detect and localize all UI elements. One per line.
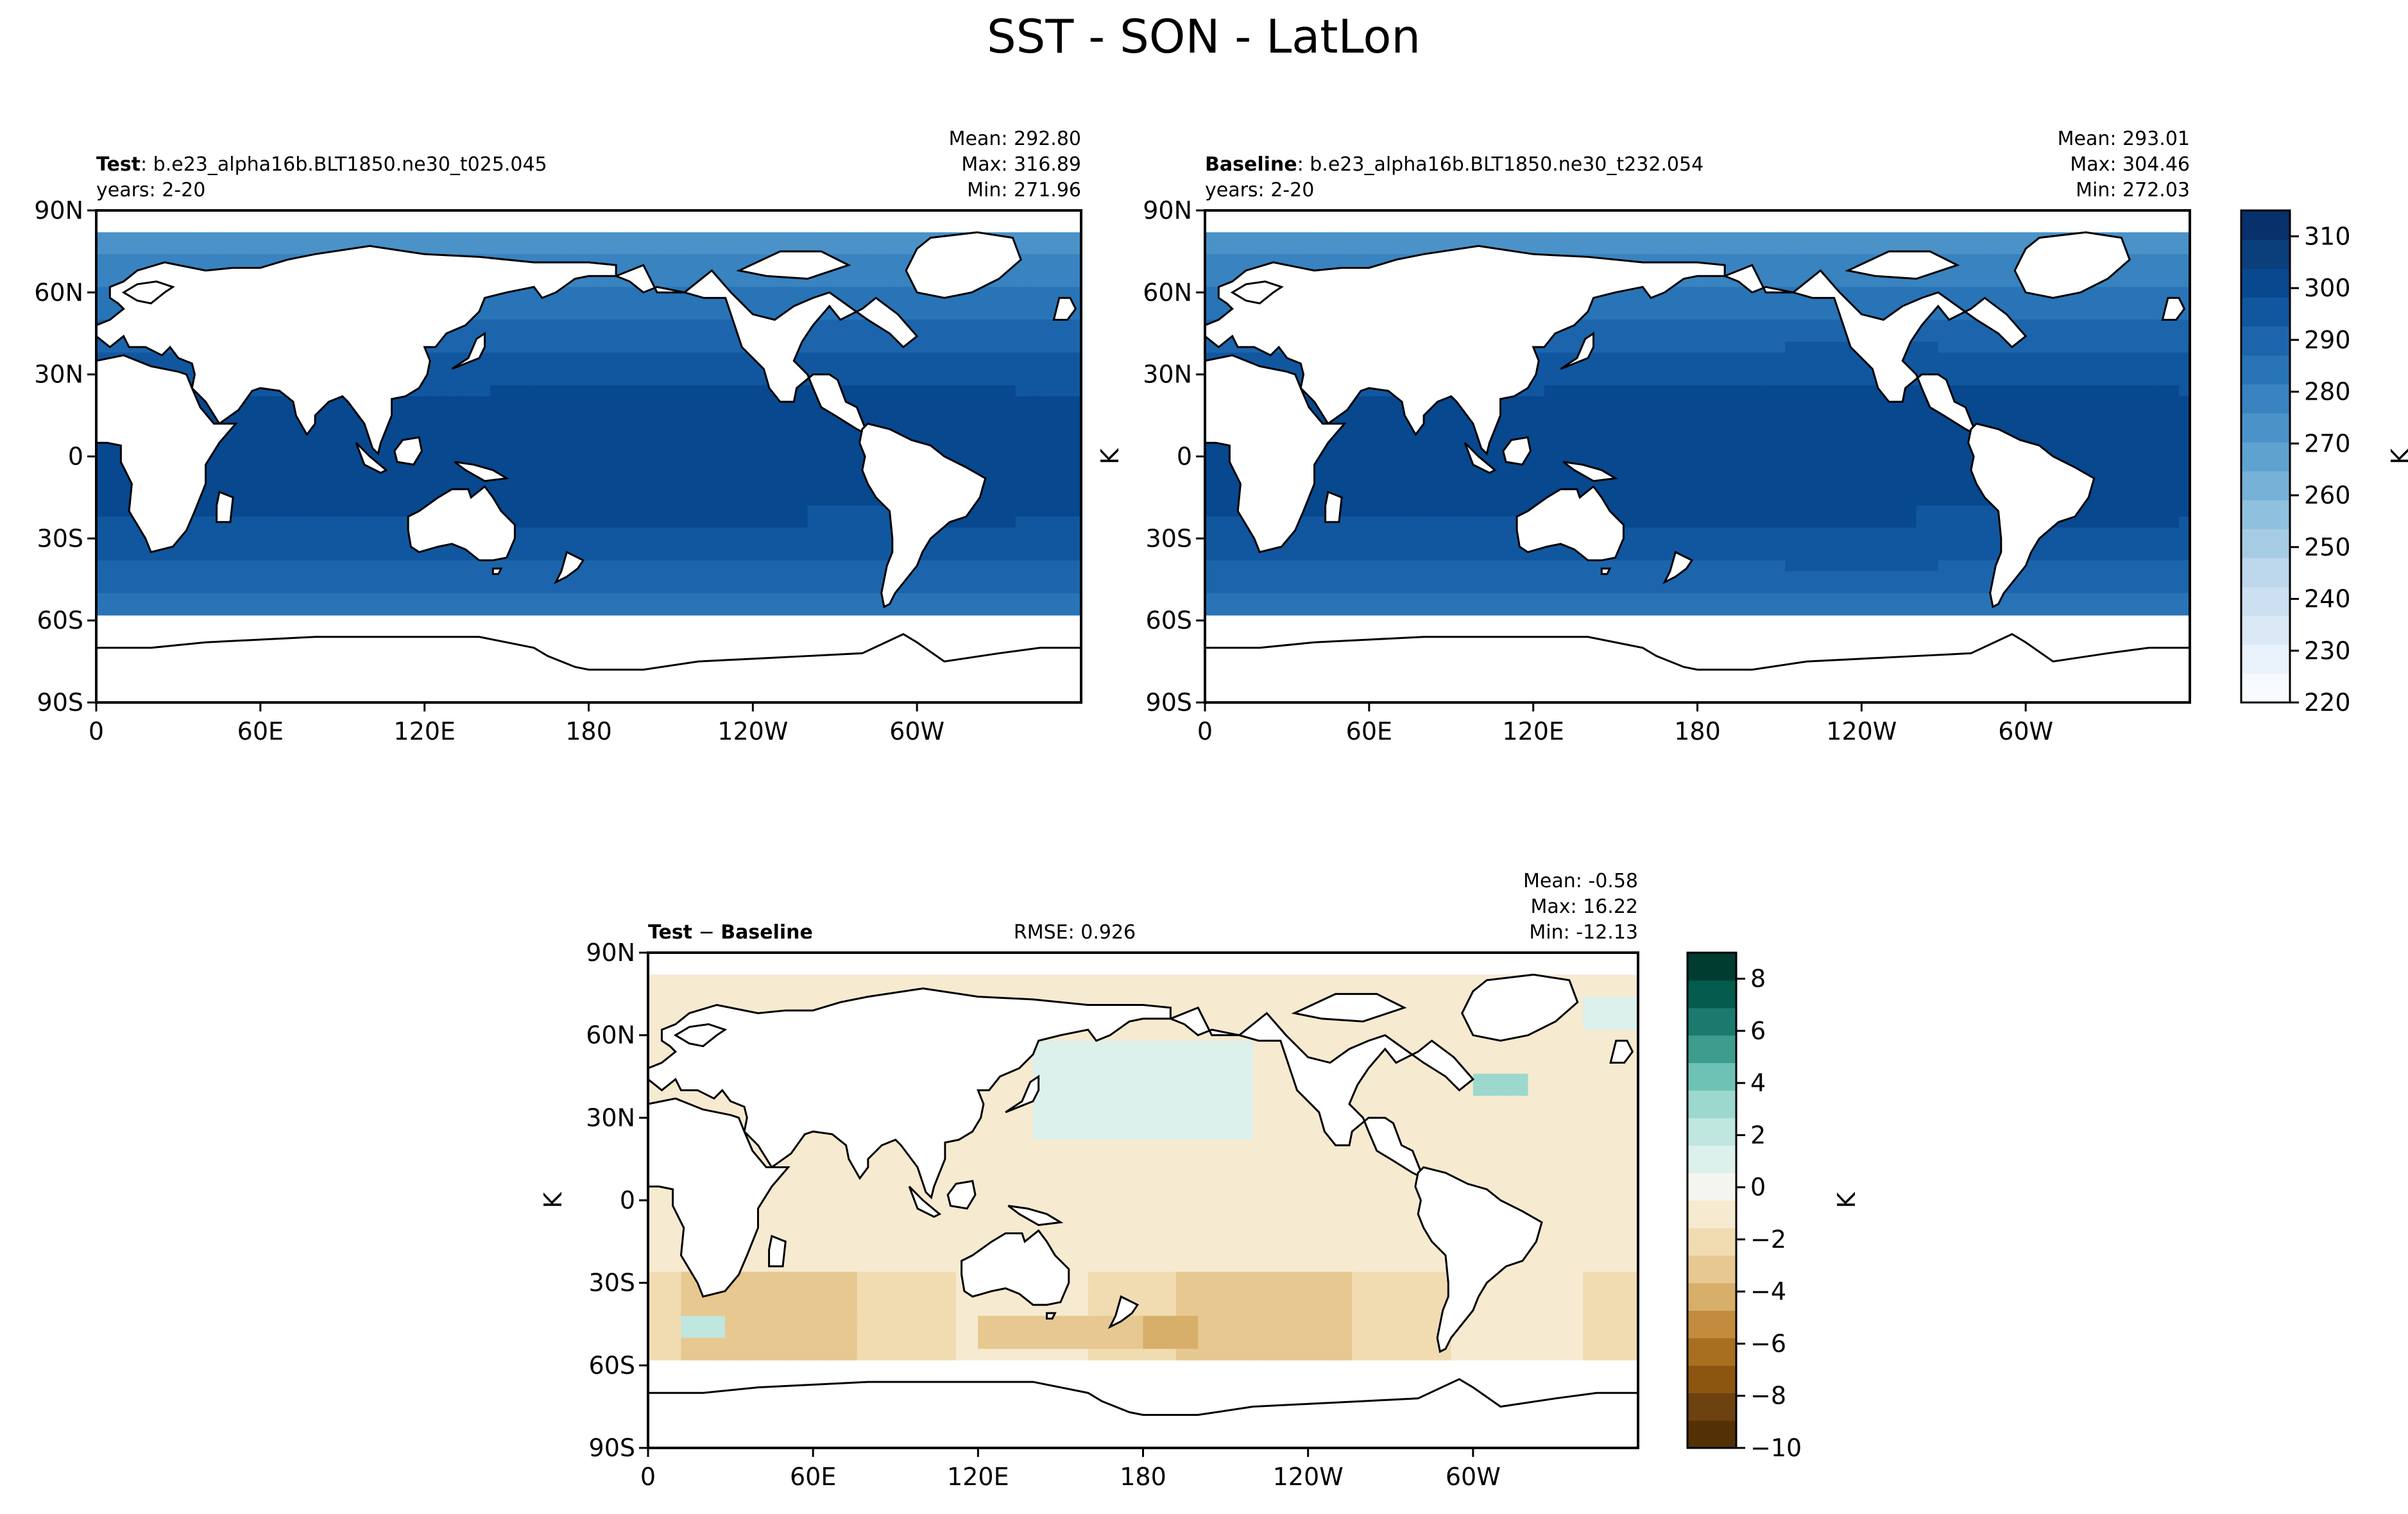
difference-title: Test − Baseline — [648, 921, 813, 944]
baseline-max: Max: 304.46 — [2070, 153, 2190, 176]
colorbar-tick-label: 8 — [1750, 965, 1766, 993]
y-tick-label: 90S — [1146, 688, 1192, 717]
x-tick-label: 60E — [790, 1463, 836, 1491]
x-tick-label: 120E — [947, 1463, 1009, 1491]
baseline-years: years: 2-20 — [1205, 179, 1314, 201]
x-tick-label: 180 — [565, 717, 612, 745]
baseline-ylabel: K — [1096, 448, 1124, 464]
x-tick-label: 60W — [889, 717, 944, 745]
x-tick-label: 0 — [1197, 717, 1213, 745]
y-tick-label: 90S — [37, 688, 83, 717]
x-tick-label: 120E — [393, 717, 456, 745]
y-tick-label: 60N — [1143, 278, 1192, 307]
colorbar-tick-label: −4 — [1750, 1277, 1786, 1306]
x-tick-label: 120E — [1502, 717, 1564, 745]
y-tick-label: 90N — [586, 939, 635, 967]
colorbar-tick-label: −10 — [1750, 1434, 1802, 1462]
colorbar-tick-label: 270 — [2304, 429, 2351, 457]
y-tick-label: 30S — [1146, 524, 1192, 552]
y-tick-label: 30S — [589, 1269, 635, 1297]
x-tick-label: 120W — [1273, 1463, 1344, 1491]
colorbar-tick-label: 2 — [1750, 1121, 1766, 1149]
test-mean: Mean: 292.80 — [949, 128, 1081, 150]
x-tick-label: 0 — [89, 717, 104, 745]
colorbar-tick-label: 300 — [2304, 274, 2351, 302]
y-tick-label: 30N — [34, 361, 83, 389]
x-tick-label: 60E — [1346, 717, 1392, 745]
baseline-map — [1205, 210, 2190, 702]
colorbar-tick-label: 280 — [2304, 378, 2351, 406]
y-tick-label: 60N — [34, 278, 83, 307]
x-tick-label: 180 — [1120, 1463, 1166, 1491]
x-tick-label: 120W — [717, 717, 788, 745]
baseline-mean: Mean: 293.01 — [2058, 128, 2190, 150]
baseline-min: Min: 272.03 — [2076, 179, 2190, 201]
colorbar-tick-label: 260 — [2304, 481, 2351, 509]
colorbar-tick-label: 6 — [1750, 1017, 1766, 1045]
test-min: Min: 271.96 — [967, 179, 1081, 201]
colorbar-tick-label: 240 — [2304, 585, 2351, 613]
difference-map — [648, 953, 1639, 1448]
colorbar-tick-label: 4 — [1750, 1069, 1766, 1097]
colorbar-tick-label: 290 — [2304, 326, 2351, 354]
figure-title: SST - SON - LatLon — [987, 10, 1421, 64]
x-tick-label: 60W — [1998, 717, 2053, 745]
x-tick-label: 0 — [640, 1463, 656, 1491]
difference-colorbar: 8 6 4 2 0 −2 −4 −6 −8 −10 K — [1687, 953, 1861, 1462]
difference-max: Max: 16.22 — [1530, 896, 1638, 918]
colorbar-tick-label: 220 — [2304, 688, 2351, 717]
rmse-label: RMSE: 0.926 — [1014, 921, 1136, 944]
y-tick-label: 60S — [589, 1351, 635, 1379]
y-tick-label: 60S — [37, 606, 83, 634]
y-tick-label: 60N — [586, 1021, 635, 1050]
colorbar-tick-label: 230 — [2304, 636, 2351, 665]
x-tick-label: 60W — [1446, 1463, 1501, 1491]
test-years: years: 2-20 — [96, 179, 205, 201]
difference-ylabel: K — [539, 1191, 567, 1208]
test-max: Max: 316.89 — [961, 153, 1081, 176]
difference-min: Min: -12.13 — [1529, 921, 1638, 944]
test-title: Test: b.e23_alpha16b.BLT1850.ne30_t025.0… — [96, 153, 547, 176]
test-map — [96, 210, 1082, 702]
x-tick-label: 120W — [1826, 717, 1897, 745]
x-tick-label: 180 — [1674, 717, 1721, 745]
baseline-title: Baseline: b.e23_alpha16b.BLT1850.ne30_t2… — [1205, 153, 1704, 176]
y-tick-label: 0 — [620, 1186, 635, 1214]
y-tick-label: 30S — [37, 524, 83, 552]
y-tick-label: 0 — [1177, 443, 1192, 471]
y-tick-label: 30N — [1143, 361, 1192, 389]
colorbar-tick-label: −8 — [1750, 1382, 1786, 1410]
baseline-colorbar: 310 300 290 280 270 260 250 240 230 220 K — [2241, 210, 2408, 717]
difference-mean: Mean: -0.58 — [1523, 870, 1638, 892]
y-tick-label: 30N — [586, 1103, 635, 1132]
colorbar-tick-label: −2 — [1750, 1225, 1786, 1254]
y-tick-label: 0 — [68, 443, 83, 471]
y-tick-label: 90N — [34, 196, 83, 225]
y-tick-label: 90N — [1143, 196, 1192, 225]
colorbar-tick-label: 250 — [2304, 533, 2351, 561]
y-tick-label: 60S — [1146, 606, 1192, 634]
y-tick-label: 90S — [589, 1434, 635, 1462]
colorbar-tick-label: 0 — [1750, 1173, 1766, 1202]
colorbar-tick-label: −6 — [1750, 1329, 1786, 1357]
baseline-colorbar-label: K — [2386, 448, 2408, 464]
x-tick-label: 60E — [237, 717, 284, 745]
colorbar-tick-label: 310 — [2304, 222, 2351, 250]
difference-colorbar-label: K — [1832, 1191, 1861, 1208]
